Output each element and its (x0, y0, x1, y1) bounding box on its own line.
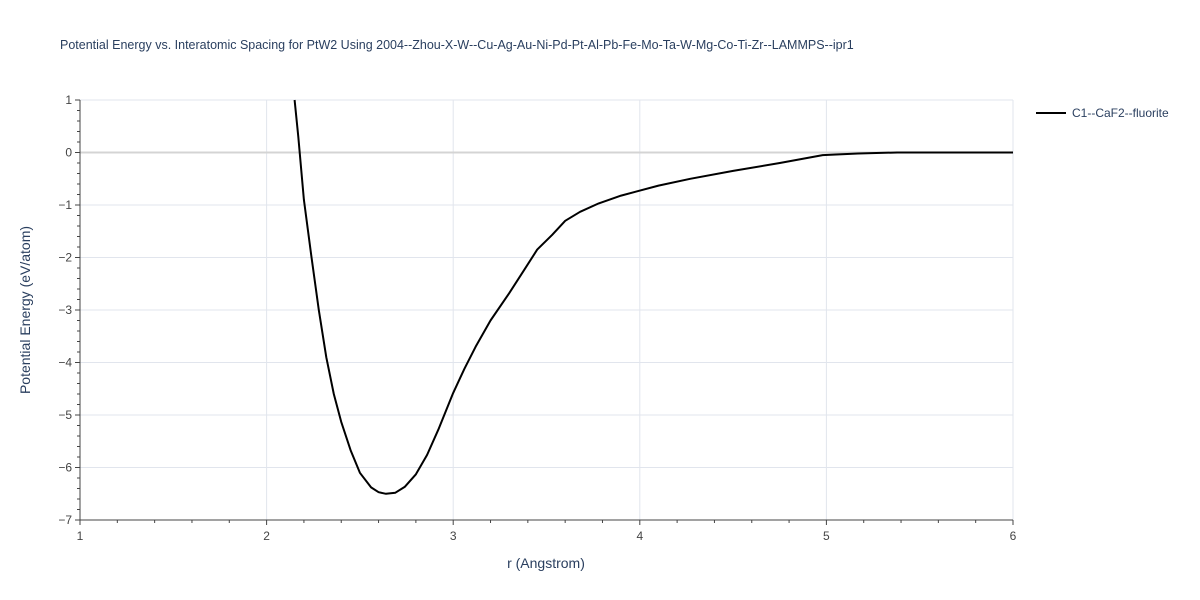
y-axis-label: Potential Energy (eV/atom) (17, 226, 33, 394)
y-tick-label: −7 (58, 513, 72, 527)
x-tick-label: 1 (77, 529, 84, 543)
legend-label: C1--CaF2--fluorite (1072, 106, 1169, 120)
y-tick-label: 0 (65, 146, 72, 160)
y-tick-label: −4 (58, 356, 72, 370)
x-tick-label: 5 (823, 529, 830, 543)
x-tick-label: 3 (450, 529, 457, 543)
legend[interactable]: C1--CaF2--fluorite (1036, 106, 1169, 120)
y-tick-label: −5 (58, 408, 72, 422)
x-tick-label: 6 (1010, 529, 1017, 543)
y-tick-label: −3 (58, 303, 72, 317)
legend-line-swatch (1036, 112, 1066, 114)
x-axis-label: r (Angstrom) (507, 555, 585, 571)
chart-title: Potential Energy vs. Interatomic Spacing… (60, 38, 854, 52)
grid-lines (80, 99, 1014, 520)
series-line[interactable] (293, 99, 1013, 495)
y-tick-label: −6 (58, 461, 72, 475)
x-tick-label: 4 (636, 529, 643, 543)
y-tick-label: 1 (65, 93, 72, 107)
y-tick-label: −1 (58, 198, 72, 212)
y-tick-label: −2 (58, 251, 72, 265)
x-tick-label: 2 (263, 529, 270, 543)
axes: 1 2 3 4 5 6 1 0 −1 −2 −3 −4 −5 −6 −7 (58, 93, 1016, 543)
series-layer (293, 99, 1013, 495)
